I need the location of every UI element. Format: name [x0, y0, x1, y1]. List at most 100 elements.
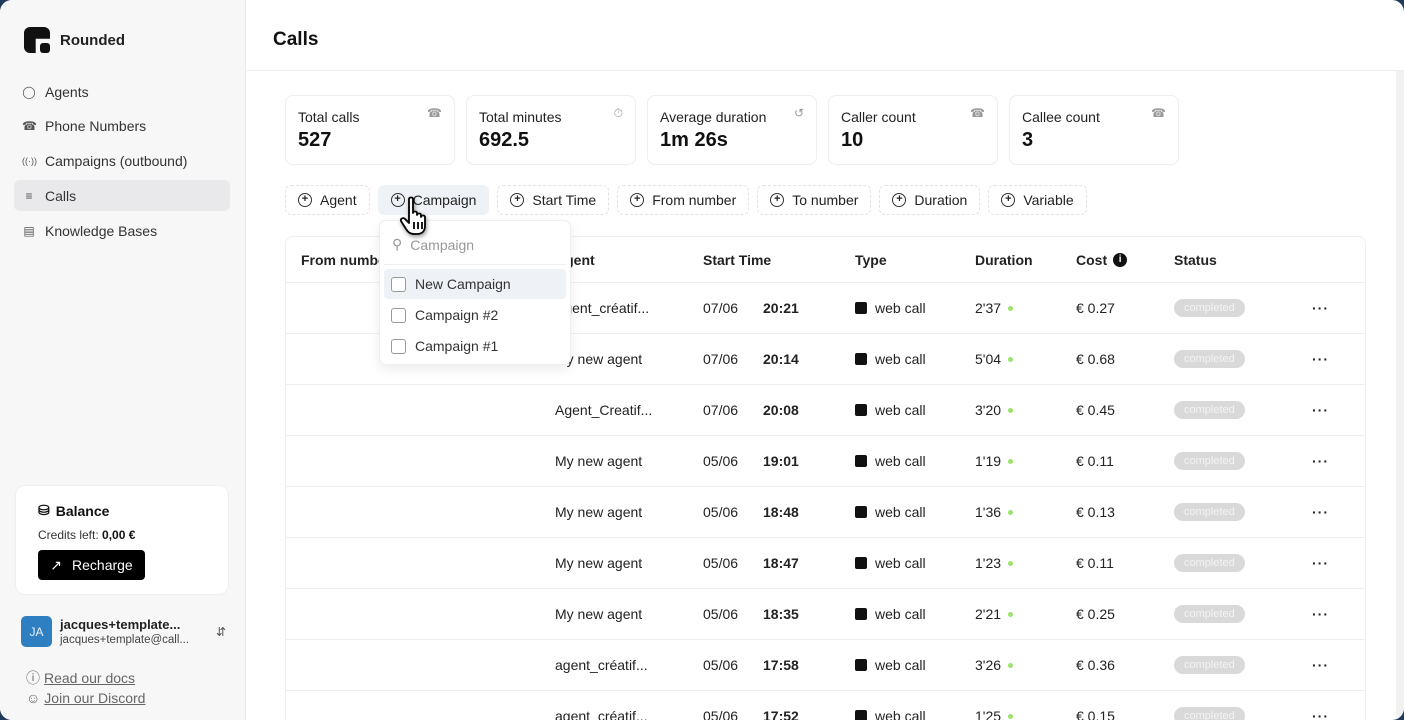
more-options-icon[interactable]: ···: [1312, 555, 1329, 571]
recharge-button[interactable]: ↗ Recharge: [38, 550, 145, 580]
web-call-icon: [855, 302, 867, 314]
chevron-up-down-icon: ⇵: [215, 624, 226, 639]
table-row[interactable]: agent_créatif... 05/06 17:58 web call 3'…: [286, 640, 1365, 691]
filter-label: Campaign: [412, 192, 477, 208]
filter-duration[interactable]: + Duration: [879, 185, 981, 215]
status-badge: completed: [1174, 452, 1245, 470]
cell-time: 18:35: [763, 606, 799, 622]
type-label: web call: [875, 402, 926, 418]
filter-campaign[interactable]: + Campaign: [377, 185, 490, 215]
table-row[interactable]: My new agent 05/06 18:35 web call 2'21 €…: [286, 589, 1365, 640]
column-start-time[interactable]: Start Time: [703, 251, 772, 268]
column-type[interactable]: Type: [855, 251, 887, 268]
sidebar-item-agents[interactable]: ◯ Agents: [14, 76, 230, 107]
status-badge: completed: [1174, 656, 1245, 674]
docs-link[interactable]: ⓘ Read our docs: [26, 668, 145, 688]
more-options-icon[interactable]: ···: [1312, 402, 1329, 418]
option-label: Campaign #2: [415, 307, 499, 323]
column-duration[interactable]: Duration: [975, 251, 1033, 268]
campaign-dropdown: ⚲ Campaign New Campaign Campaign #2 Campa…: [379, 220, 571, 365]
column-status[interactable]: Status: [1174, 251, 1217, 268]
status-dot-icon: [1008, 356, 1014, 362]
table-header: From number Agent Start Time Type Durati…: [286, 237, 1365, 283]
sidebar-item-phone-numbers[interactable]: ☎ Phone Numbers: [14, 111, 230, 142]
sidebar-item-label: Knowledge Bases: [45, 222, 158, 239]
filter-to-number[interactable]: + To number: [757, 185, 872, 215]
more-options-icon[interactable]: ···: [1312, 606, 1329, 622]
campaign-search-input[interactable]: ⚲ Campaign: [384, 225, 566, 265]
sidebar-item-campaigns[interactable]: ((·)) Campaigns (outbound): [14, 146, 230, 177]
status-dot-icon: [1008, 662, 1014, 668]
sidebar-item-calls[interactable]: ≡ Calls: [14, 180, 230, 212]
cell-agent: Agent_Creatif...: [555, 402, 653, 418]
search-icon: ⚲: [392, 236, 403, 252]
cell-type: web call: [855, 606, 926, 622]
more-options-icon[interactable]: ···: [1312, 351, 1329, 367]
cell-type: web call: [855, 300, 926, 316]
campaign-option[interactable]: Campaign #1: [384, 331, 566, 361]
more-options-icon[interactable]: ···: [1312, 657, 1329, 673]
table-row[interactable]: My new agent 05/06 18:47 web call 1'23 €…: [286, 538, 1365, 589]
column-cost[interactable]: Cost i: [1076, 252, 1128, 268]
more-options-icon[interactable]: ···: [1312, 504, 1329, 520]
cell-date: 05/06: [703, 657, 739, 673]
scrollbar[interactable]: [1396, 71, 1404, 720]
filter-start-time[interactable]: + Start Time: [497, 185, 610, 215]
filter-from-number[interactable]: + From number: [617, 185, 750, 215]
sidebar-item-label: Phone Numbers: [45, 118, 147, 135]
cell-type: web call: [855, 504, 926, 520]
stat-value: 527: [298, 129, 332, 151]
plus-circle-icon: +: [390, 193, 405, 207]
cell-agent: agent_créatif...: [555, 708, 648, 720]
table-row[interactable]: My new agent 05/06 18:48 web call 1'36 €…: [286, 487, 1365, 538]
campaign-option[interactable]: New Campaign: [384, 269, 566, 299]
plus-circle-icon: +: [1001, 193, 1016, 207]
sidebar-nav: ◯ Agents ☎ Phone Numbers ((·)) Campaigns (o…: [14, 76, 230, 250]
status-badge: completed: [1174, 605, 1245, 623]
logo[interactable]: Rounded: [24, 27, 125, 53]
type-label: web call: [875, 606, 926, 622]
filter-bar: + Agent + Campaign + Start Time + From numbe…: [285, 185, 1087, 215]
cell-type: web call: [855, 351, 926, 367]
column-from-number[interactable]: From number: [301, 251, 392, 268]
table-row[interactable]: Agent_créatif... 07/06 20:21 web call 2'…: [286, 283, 1365, 334]
filter-variable[interactable]: + Variable: [988, 185, 1087, 215]
sidebar-item-label: Agents: [45, 83, 89, 100]
web-call-icon: [855, 608, 867, 620]
table-row[interactable]: agent_créatif... 05/06 17:52 web call 1'…: [286, 691, 1365, 720]
plus-circle-icon: +: [892, 193, 907, 207]
status-dot-icon: [1008, 407, 1014, 413]
more-options-icon[interactable]: ···: [1312, 453, 1329, 469]
duration-value: 1'23: [975, 555, 1002, 571]
stat-callee-count: Callee count 3 ☎: [1009, 95, 1179, 165]
status-dot-icon: [1008, 509, 1014, 515]
cell-duration: 2'37: [975, 300, 1014, 316]
user-menu[interactable]: JA jacques+template... jacques+template@c…: [21, 616, 226, 647]
checkbox[interactable]: [391, 276, 406, 292]
info-icon[interactable]: i: [1113, 252, 1128, 267]
stat-value: 3: [1022, 129, 1034, 151]
broadcast-icon: ((·)): [22, 156, 37, 167]
list-icon: ≡: [25, 188, 33, 203]
cell-duration: 5'04: [975, 351, 1014, 367]
campaign-option[interactable]: Campaign #2: [384, 300, 566, 330]
cell-date: 05/06: [703, 555, 739, 571]
duration-value: 1'19: [975, 453, 1002, 469]
checkbox[interactable]: [391, 307, 406, 323]
duration-value: 5'04: [975, 351, 1002, 367]
table-row[interactable]: My new agent 05/06 19:01 web call 1'19 €…: [286, 436, 1365, 487]
sidebar-item-knowledge-bases[interactable]: ▤ Knowledge Bases: [14, 215, 230, 246]
cell-type: web call: [855, 402, 926, 418]
discord-link[interactable]: ☺ Join our Discord: [26, 688, 145, 708]
table-row[interactable]: Agent_Creatif... 07/06 20:08 web call 3'…: [286, 385, 1365, 436]
sidebar: Rounded ◯ Agents ☎ Phone Numbers ((·)) Camp…: [0, 0, 246, 720]
cell-cost: € 0.13: [1076, 504, 1115, 520]
more-options-icon[interactable]: ···: [1312, 708, 1329, 720]
checkbox[interactable]: [391, 338, 406, 354]
filter-agent[interactable]: + Agent: [285, 185, 370, 215]
option-label: Campaign #1: [415, 338, 499, 354]
table-row[interactable]: My new agent 07/06 20:14 web call 5'04 €…: [286, 334, 1365, 385]
credits-label: Credits left:: [38, 528, 99, 542]
more-options-icon[interactable]: ···: [1312, 300, 1329, 316]
